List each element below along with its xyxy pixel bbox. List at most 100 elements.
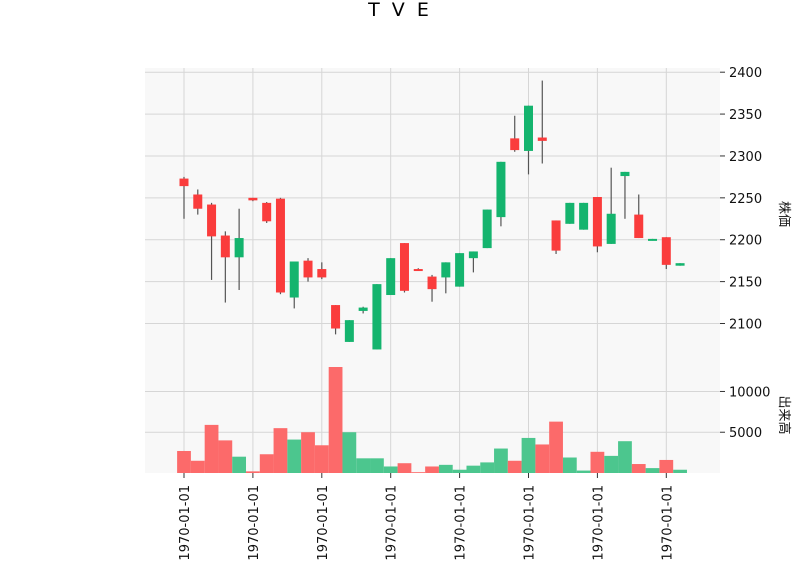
- volume-bar: [328, 367, 343, 473]
- price-tick-label: 2350: [729, 108, 762, 123]
- candle-body: [441, 262, 451, 278]
- candle-body: [565, 202, 575, 224]
- candle-body: [634, 214, 644, 239]
- price-tick-label: 2150: [729, 276, 762, 291]
- volume-bar: [673, 469, 687, 473]
- candle-body: [234, 238, 244, 258]
- candle-body: [317, 269, 327, 278]
- candle-body: [675, 263, 685, 266]
- price-panel-background: [145, 68, 720, 357]
- candle-body: [289, 261, 299, 298]
- candle-body: [455, 253, 465, 287]
- candle-body: [661, 237, 671, 265]
- volume-tick-label: 10000: [729, 385, 770, 400]
- candle-body: [399, 243, 409, 291]
- candle-body: [413, 269, 423, 272]
- volume-bar: [218, 440, 233, 473]
- volume-bar: [204, 424, 219, 473]
- volume-bar: [314, 445, 329, 473]
- volume-bar: [232, 456, 247, 473]
- candle-bodies: [179, 105, 685, 350]
- x-tick-labels: 1970-01-01 1970-01-01 1970-01-01 1970-01-01…: [178, 485, 675, 561]
- candle-body: [648, 238, 658, 241]
- volume-bar: [177, 450, 191, 473]
- x-tick-label: 1970-01-01: [591, 485, 606, 561]
- volume-axis-label: 出来高: [776, 395, 792, 434]
- candle-body: [372, 284, 382, 350]
- volume-bar: [301, 432, 315, 473]
- volume-bar: [273, 428, 288, 473]
- volume-bar: [246, 471, 260, 473]
- price-tick-label: 2400: [729, 66, 762, 81]
- candle-body: [344, 320, 354, 342]
- volume-bar: [190, 460, 205, 473]
- candle-body: [386, 258, 396, 296]
- chart-title: T V E: [367, 0, 432, 21]
- volume-bar: [452, 469, 467, 473]
- price-tick-label: 2300: [729, 150, 762, 165]
- volume-bar: [383, 466, 398, 473]
- volume-bar: [411, 472, 426, 473]
- x-tick-label: 1970-01-01: [385, 485, 400, 561]
- volume-bar: [562, 457, 577, 473]
- price-tick-label: 2200: [729, 234, 762, 249]
- candle-body: [193, 194, 203, 209]
- volume-bar: [549, 421, 563, 473]
- x-tick-label: 1970-01-01: [247, 485, 262, 561]
- candle-body: [427, 276, 437, 290]
- candle-body: [179, 178, 189, 187]
- candle-body: [537, 137, 547, 141]
- candle-body: [275, 198, 285, 293]
- candle-body: [482, 209, 492, 249]
- volume-bar: [438, 464, 453, 473]
- candle-body: [248, 197, 258, 201]
- candle-body: [551, 220, 561, 251]
- volume-tick-label: 5000: [729, 426, 762, 441]
- volume-bar: [618, 441, 632, 473]
- volume-bar: [480, 462, 495, 473]
- volume-bar: [590, 451, 605, 473]
- volume-bar: [521, 437, 536, 473]
- volume-bar: [576, 470, 591, 473]
- volume-bar: [535, 444, 550, 473]
- candle-body: [207, 204, 217, 237]
- candle-body: [358, 307, 368, 311]
- candle-body: [620, 171, 630, 177]
- candle-body: [524, 105, 533, 151]
- volume-bar: [604, 455, 619, 473]
- price-axis-label: 株価: [776, 201, 791, 227]
- volume-bar: [645, 468, 660, 473]
- candle-body: [331, 305, 341, 329]
- candle-body: [579, 202, 589, 230]
- price-tick-label: 2250: [729, 192, 762, 207]
- candle-body: [262, 202, 272, 222]
- candle-body: [496, 161, 506, 218]
- x-tick-label: 1970-01-01: [454, 485, 469, 561]
- volume-bar: [342, 432, 357, 473]
- x-tick-label: 1970-01-01: [316, 485, 331, 561]
- volume-bar: [631, 464, 646, 473]
- candle-body: [468, 251, 478, 259]
- volume-bar: [494, 448, 508, 473]
- candle-body: [592, 197, 602, 247]
- y-tick-labels: 2100 2150 2200 2250 2300 2350 2400 5000 10000: [729, 66, 770, 441]
- volume-bar: [356, 458, 371, 473]
- candle-body: [510, 138, 520, 151]
- volume-bars: [177, 367, 687, 473]
- volume-bar: [659, 459, 674, 473]
- volume-bar: [466, 465, 481, 473]
- x-tick-label: 1970-01-01: [660, 485, 675, 561]
- price-tick-label: 2100: [729, 317, 762, 332]
- candle-body: [606, 213, 616, 244]
- candle-body: [220, 235, 230, 258]
- volume-bar: [259, 454, 274, 473]
- volume-bar: [425, 466, 439, 473]
- volume-bar: [287, 439, 302, 473]
- volume-bar: [370, 458, 384, 473]
- x-tick-label: 1970-01-01: [523, 485, 538, 561]
- volume-bar: [397, 463, 412, 473]
- volume-bar: [507, 460, 522, 473]
- candle-body: [303, 260, 313, 278]
- x-tick-label: 1970-01-01: [178, 485, 193, 561]
